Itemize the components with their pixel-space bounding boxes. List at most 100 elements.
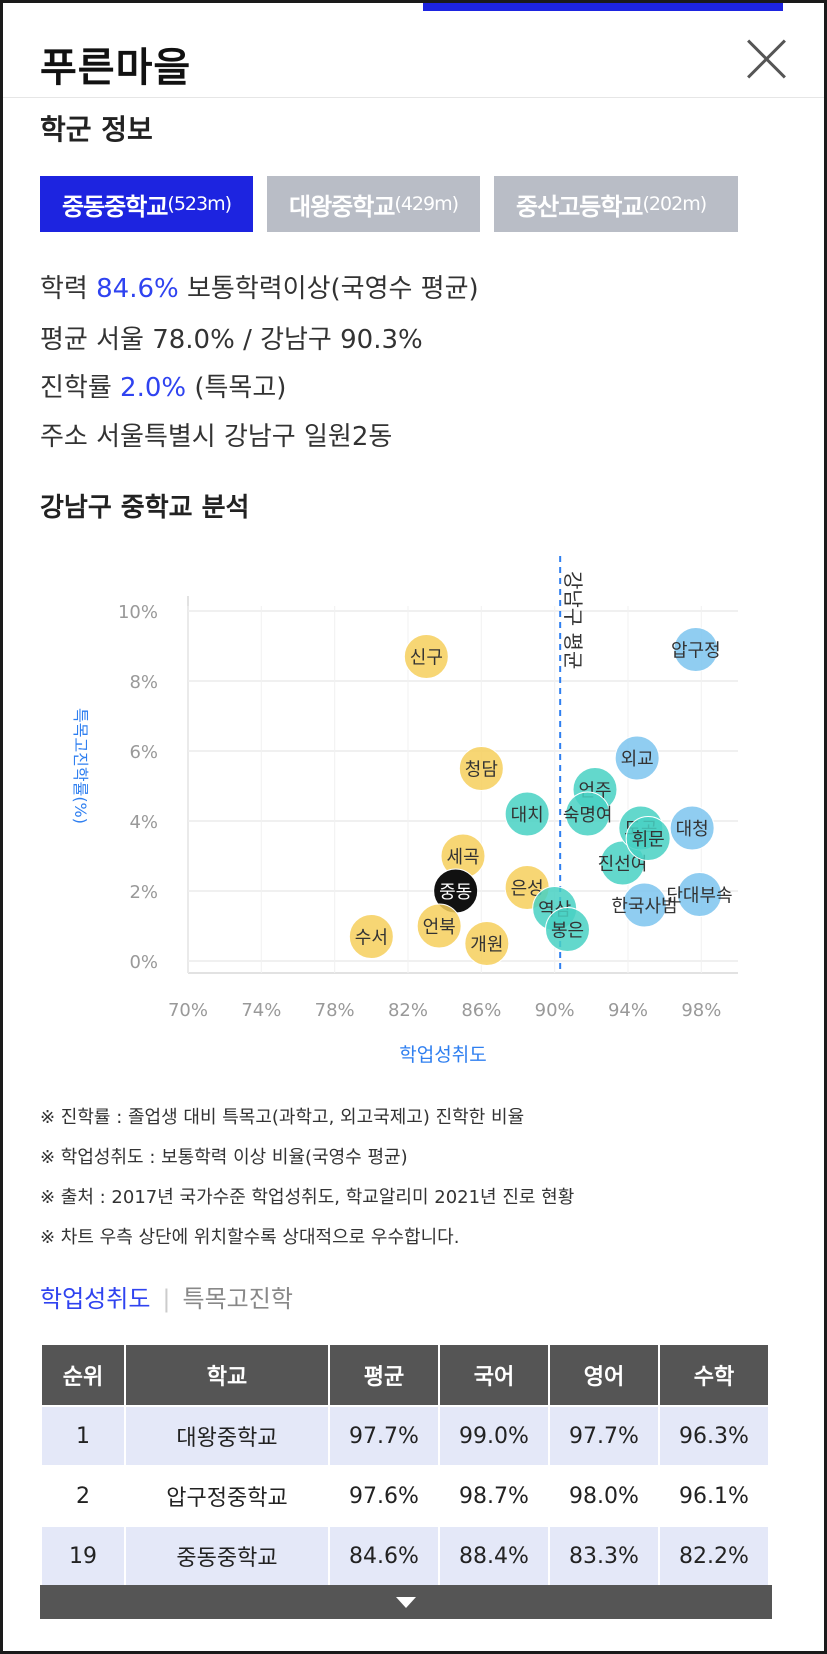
- data-point-label: 대청: [676, 819, 709, 840]
- data-point-label: 개원: [470, 935, 503, 956]
- data-point-label: 진선여: [598, 854, 648, 875]
- data-point-label: 세곡: [446, 847, 479, 868]
- cell: 99.0%: [440, 1407, 548, 1465]
- cell: 96.1%: [660, 1467, 768, 1525]
- x-tick-label: 74%: [241, 1000, 281, 1021]
- close-icon[interactable]: [745, 37, 789, 81]
- school-tabs: 중동중학교 (523m) 대왕중학교 (429m) 중산고등학교 (202m): [40, 176, 739, 232]
- data-point-label: 수서: [355, 928, 388, 949]
- cell: 압구정중학교: [126, 1467, 328, 1525]
- cell: 98.0%: [550, 1467, 658, 1525]
- tab-school-name: 중동중학교: [62, 192, 168, 221]
- y-tick-label: 0%: [129, 952, 158, 973]
- cell: 대왕중학교: [126, 1407, 328, 1465]
- col-english: 영어: [550, 1345, 658, 1405]
- table-row: 19 중동중학교 84.6% 88.4% 83.3% 82.2%: [42, 1527, 768, 1585]
- tab-school-2[interactable]: 대왕중학교 (429m): [267, 176, 481, 232]
- y-tick-label: 6%: [129, 742, 158, 763]
- data-point: [622, 882, 667, 928]
- tab-school-1[interactable]: 중동중학교 (523m): [40, 176, 254, 232]
- data-point-label: 청담: [465, 760, 498, 781]
- average-line: 평균 서울 78.0% / 강남구 90.3%: [40, 325, 423, 355]
- note-item: ※ 차트 우측 상단에 위치할수록 상대적으로 우수합니다.: [40, 1227, 460, 1248]
- page-title: 푸른마을: [40, 45, 192, 91]
- x-tick-label: 90%: [535, 1000, 575, 1021]
- tab-special-school[interactable]: 특목고진학: [182, 1285, 293, 1313]
- achievement-label: 학력: [40, 274, 88, 304]
- note-item: ※ 출처 : 2017년 국가수준 학업성취도, 학교알리미 2021년 진로 …: [40, 1187, 575, 1208]
- tab-achievement[interactable]: 학업성취도: [40, 1285, 151, 1313]
- data-point-label: 신구: [410, 648, 443, 669]
- chart-svg: 0% 2% 4% 6% 8% 10% 70% 74% 78% 82% 86% 90% 94% 98% 학업성…: [71, 556, 738, 1066]
- tab-school-distance: (202m): [642, 193, 708, 215]
- data-point-label: 단대부속: [666, 886, 732, 907]
- x-tick-label: 82%: [388, 1000, 428, 1021]
- cell: 97.6%: [330, 1467, 438, 1525]
- cell: 2: [42, 1467, 124, 1525]
- school-info-heading: 학군 정보: [40, 113, 153, 146]
- cell: 98.7%: [440, 1467, 548, 1525]
- data-point-label: 대치: [511, 805, 544, 826]
- advance-line: 진학률 2.0% (특목고): [40, 367, 286, 404]
- data-point: [625, 816, 671, 861]
- subtab-divider: |: [162, 1285, 171, 1313]
- advance-value: 2.0%: [120, 373, 187, 403]
- y-tick-label: 4%: [129, 812, 158, 833]
- col-school: 학교: [126, 1345, 328, 1405]
- data-point-label: 압구정: [671, 641, 721, 662]
- ranking-table: 순위 학교 평균 국어 영어 수학 1 대왕중학교 97.7% 99.0% 97…: [40, 1343, 770, 1587]
- data-point: [403, 634, 449, 679]
- x-tick-label: 86%: [461, 1000, 501, 1021]
- cell: 82.2%: [660, 1527, 768, 1585]
- data-point-label: 봉은: [551, 921, 584, 942]
- data-point: [458, 746, 504, 791]
- x-tick-label: 70%: [168, 1000, 208, 1021]
- scatter-chart: 0% 2% 4% 6% 8% 10% 70% 74% 78% 82% 86% 90% 94% 98% 학업성…: [3, 543, 824, 1083]
- data-point-label: 중동: [439, 882, 472, 903]
- reference-line-label: 강남구 평균: [561, 571, 585, 669]
- data-point: [348, 914, 394, 959]
- data-point: [614, 735, 660, 781]
- popup-header: 푸른마을: [3, 15, 824, 98]
- data-point: [677, 872, 722, 917]
- cell: 97.7%: [330, 1407, 438, 1465]
- data-point: [504, 791, 550, 837]
- data-point-label: 외교: [621, 749, 654, 770]
- col-korean: 국어: [440, 1345, 548, 1405]
- data-point: [464, 921, 510, 966]
- note-item: ※ 학업성취도 : 보통학력 이상 비율(국영수 평균): [40, 1147, 408, 1168]
- tab-school-name: 대왕중학교: [289, 192, 395, 221]
- advance-label: 진학률: [40, 373, 112, 403]
- y-tick-label: 8%: [129, 672, 158, 693]
- data-point: [545, 907, 590, 952]
- tab-school-3[interactable]: 중산고등학교 (202m): [494, 176, 739, 232]
- table-header-row: 순위 학교 평균 국어 영어 수학: [42, 1345, 768, 1405]
- data-point: [416, 903, 462, 949]
- top-accent-bar: [423, 3, 783, 11]
- data-point: [669, 805, 715, 851]
- analysis-heading: 강남구 중학교 분석: [40, 493, 250, 523]
- cell: 88.4%: [440, 1527, 548, 1585]
- data-point-label: 휘문: [632, 830, 665, 851]
- data-point: [565, 791, 611, 837]
- x-tick-label: 94%: [608, 1000, 648, 1021]
- cell: 96.3%: [660, 1407, 768, 1465]
- expand-table-button[interactable]: [40, 1585, 772, 1619]
- achievement-line: 학력 84.6% 보통학력이상(국영수 평균): [40, 268, 479, 305]
- cell: 83.3%: [550, 1527, 658, 1585]
- col-math: 수학: [660, 1345, 768, 1405]
- tab-school-distance: (523m): [167, 193, 232, 215]
- achievement-suffix: 보통학력이상(국영수 평균): [186, 274, 479, 304]
- note-item: ※ 진학률 : 졸업생 대비 특목고(과학고, 외고국제고) 진학한 비율: [40, 1107, 525, 1128]
- x-tick-label: 98%: [681, 1000, 721, 1021]
- data-point-label: 은성: [511, 879, 544, 900]
- x-tick-label: 78%: [315, 1000, 355, 1021]
- cell: 중동중학교: [126, 1527, 328, 1585]
- cell: 97.7%: [550, 1407, 658, 1465]
- data-point-label: 숙명여: [563, 805, 613, 826]
- data-point-label: 한국사범: [611, 896, 677, 917]
- achievement-value: 84.6%: [96, 274, 179, 304]
- cell: 1: [42, 1407, 124, 1465]
- y-axis-title: 특목고진학률(%): [71, 708, 90, 824]
